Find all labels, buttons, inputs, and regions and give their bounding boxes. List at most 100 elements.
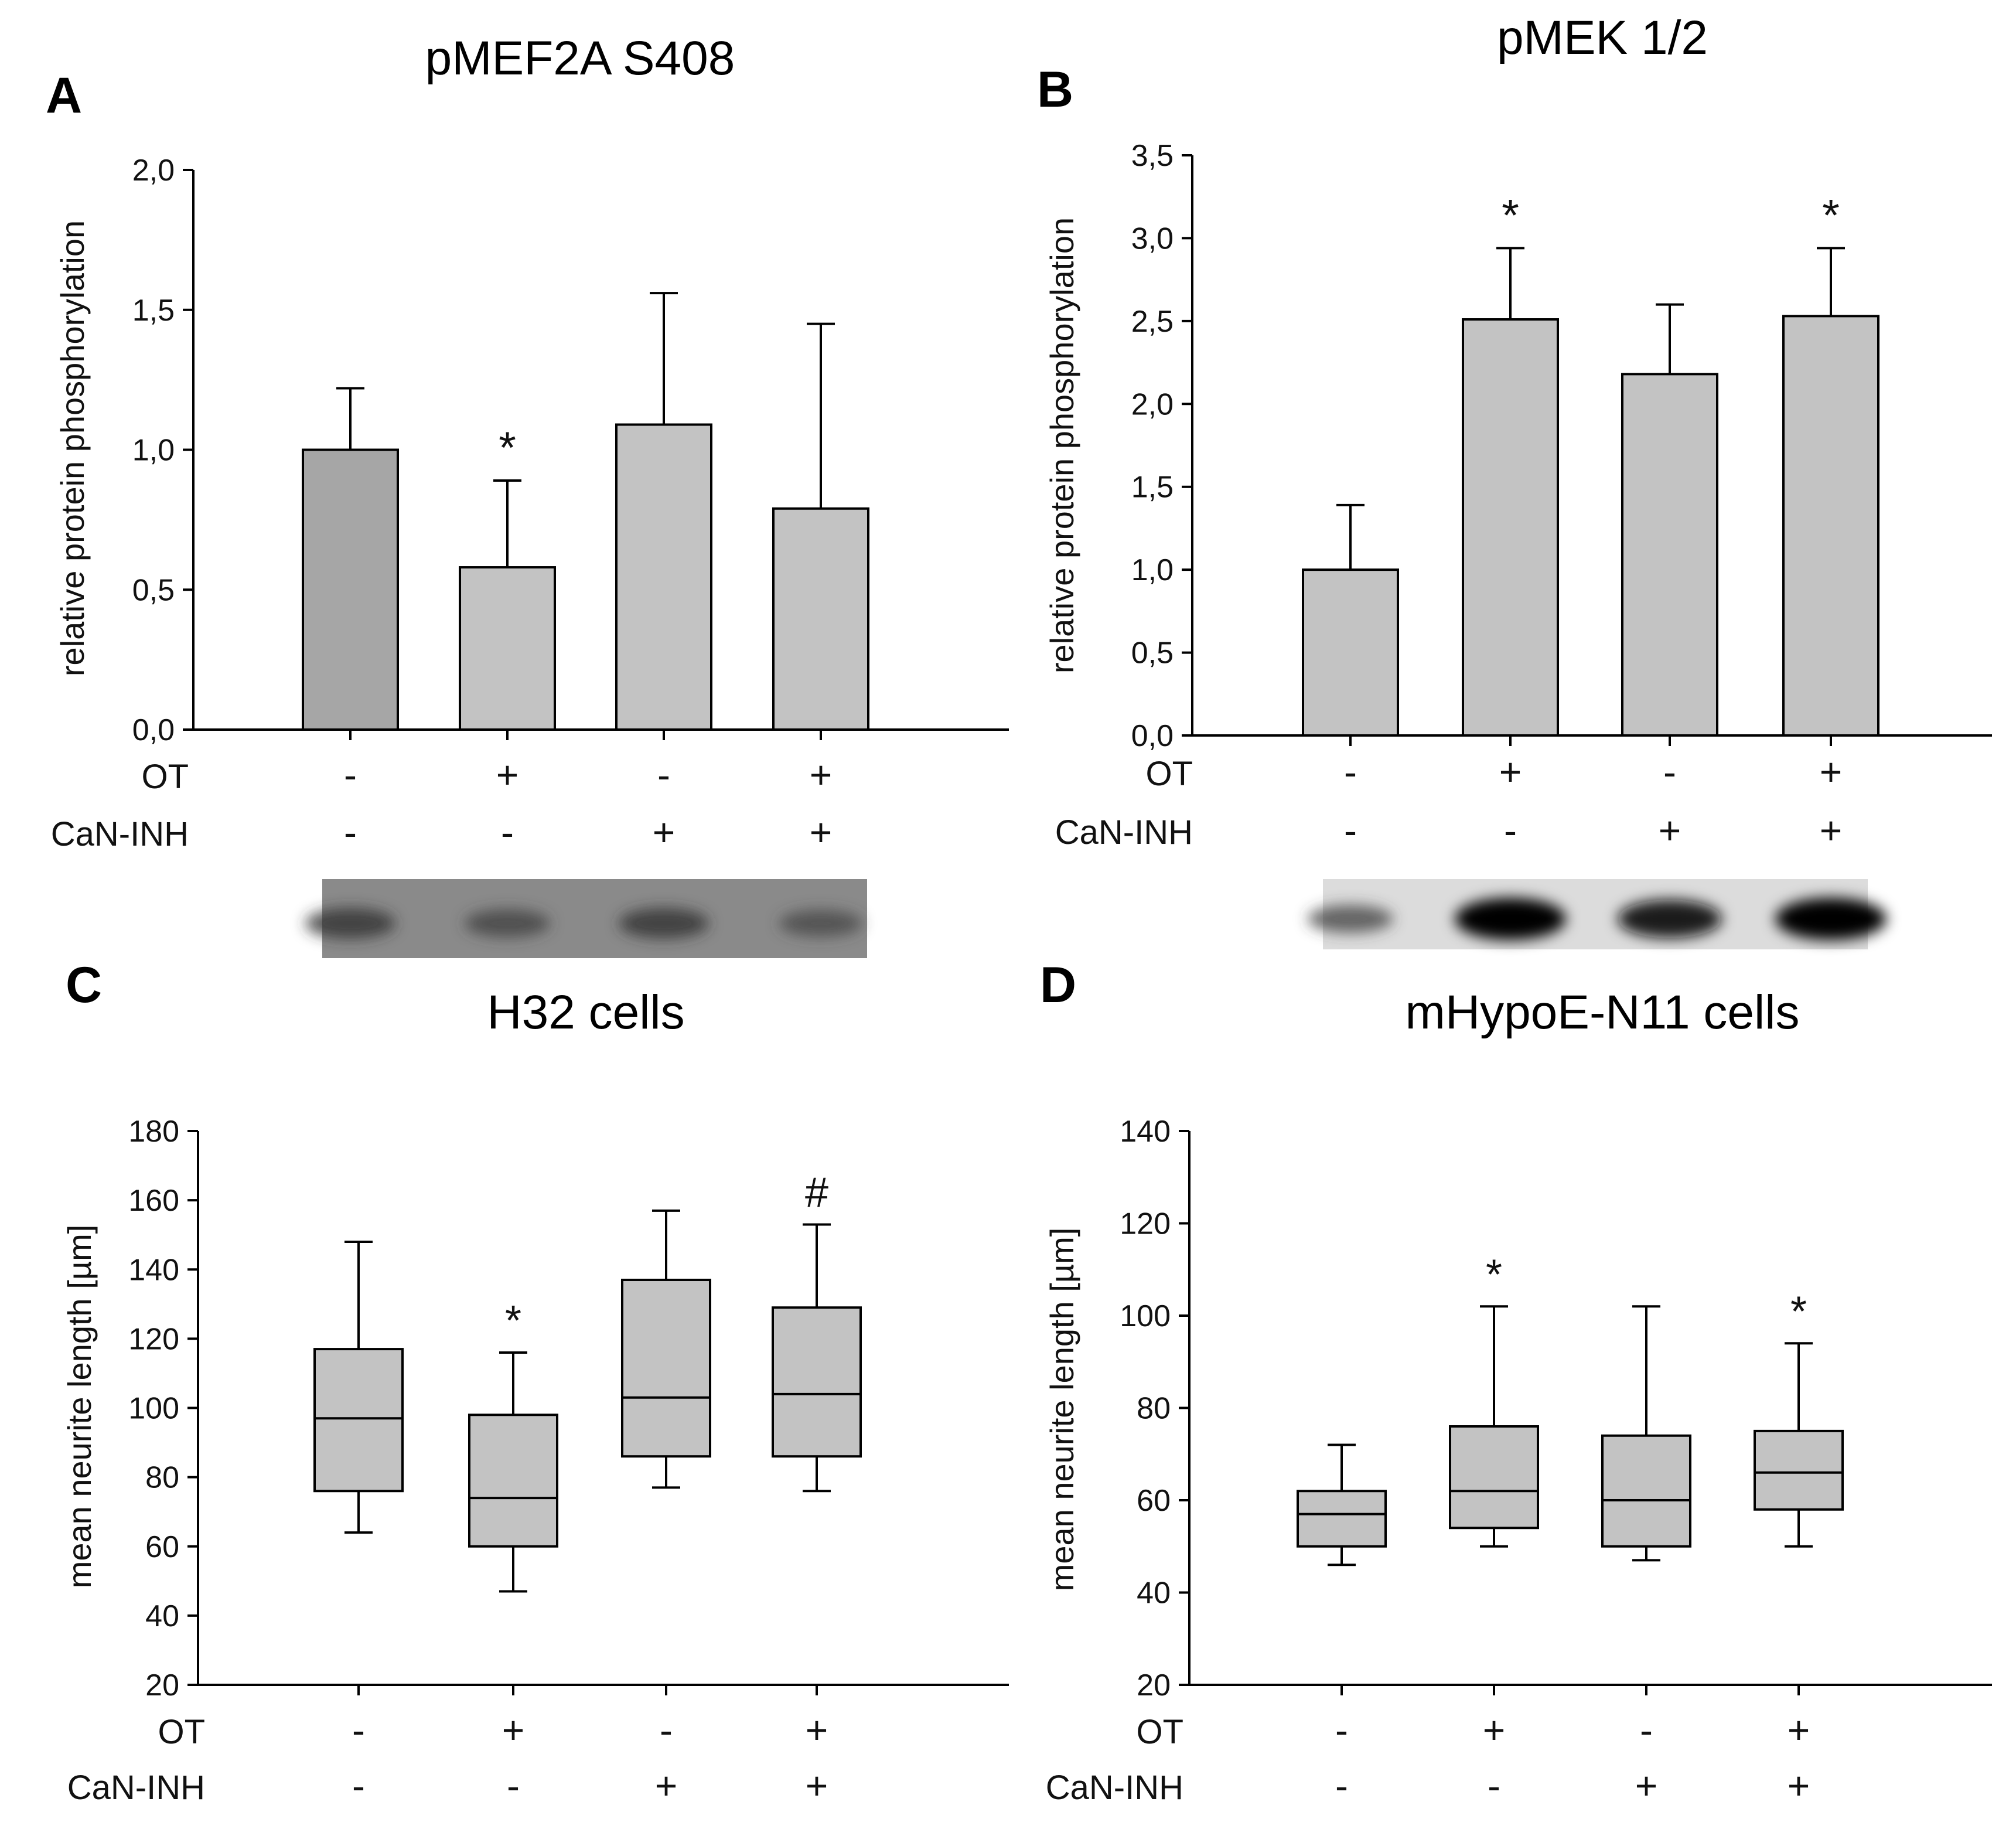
condition-sign: + <box>653 810 676 854</box>
significance-marker: # <box>805 1169 828 1216</box>
blot-band <box>1775 898 1887 940</box>
y-tick-label: 2,5 <box>1131 305 1174 339</box>
condition-sign: - <box>1335 1764 1348 1807</box>
condition-sign: + <box>1788 1708 1810 1752</box>
condition-label: OT <box>158 1713 205 1751</box>
box <box>1449 1425 1539 1530</box>
condition-sign: + <box>1659 809 1681 852</box>
panel-letter: C <box>66 957 102 1013</box>
condition-sign: - <box>1663 750 1676 793</box>
blot-band <box>779 910 862 937</box>
y-tick-label: 3,5 <box>1131 139 1174 173</box>
condition-sign: - <box>1504 809 1517 852</box>
condition-sign: - <box>352 1708 365 1752</box>
panel-title: mHypoE-N11 cells <box>1406 986 1800 1039</box>
blot-band <box>465 909 550 938</box>
y-axis-label: mean neurite length [µm] <box>61 1225 98 1589</box>
y-tick-label: 2,0 <box>1131 387 1174 421</box>
condition-label: CaN-INH <box>51 815 189 853</box>
y-tick-label: 40 <box>1137 1576 1171 1610</box>
bar <box>459 566 556 731</box>
y-tick-label: 180 <box>128 1115 179 1149</box>
western-blot <box>305 879 867 958</box>
condition-sign: - <box>501 810 514 854</box>
condition-sign: - <box>1640 1708 1653 1752</box>
significance-marker: * <box>1486 1251 1502 1298</box>
blot-band <box>619 908 709 939</box>
condition-sign: + <box>806 1708 828 1752</box>
y-axis-label: mean neurite length [µm] <box>1043 1228 1080 1592</box>
significance-marker: * <box>499 423 516 473</box>
y-tick-label: 2,0 <box>132 154 175 188</box>
condition-sign: + <box>810 810 833 854</box>
y-tick-label: 160 <box>128 1184 179 1218</box>
blot-bands <box>1308 898 1887 940</box>
blot-band <box>1308 905 1393 933</box>
condition-sign: - <box>507 1764 520 1807</box>
condition-label: OT <box>141 758 189 796</box>
box <box>1601 1434 1691 1548</box>
bar <box>772 507 869 731</box>
y-tick-label: 120 <box>1120 1207 1171 1241</box>
y-tick-label: 140 <box>128 1253 179 1287</box>
y-tick-label: 0,0 <box>132 713 175 747</box>
panel-title: H32 cells <box>487 986 684 1039</box>
blot-bands <box>305 908 862 939</box>
box <box>468 1414 558 1548</box>
condition-sign: + <box>1635 1764 1658 1807</box>
y-tick-label: 60 <box>145 1530 179 1564</box>
blot-band <box>1618 900 1722 938</box>
box <box>313 1348 404 1493</box>
condition-sign: + <box>810 753 833 796</box>
y-tick-label: 0,5 <box>1131 636 1174 670</box>
condition-sign: - <box>1335 1708 1348 1752</box>
condition-sign: + <box>655 1764 678 1807</box>
panel-letter: A <box>46 67 82 124</box>
condition-sign: - <box>344 753 357 796</box>
y-tick-label: 1,0 <box>132 434 175 468</box>
y-tick-label: 140 <box>1120 1115 1171 1149</box>
box <box>1297 1490 1387 1548</box>
y-tick-label: 20 <box>1137 1668 1171 1702</box>
panel-c: C H32 cells 20 40 60 80 100 120 140 160 180 mean ne… <box>61 957 1009 1807</box>
y-tick-label: 120 <box>128 1322 179 1356</box>
blot-band <box>305 908 395 939</box>
condition-sign: - <box>1344 809 1357 852</box>
bar <box>1302 568 1399 737</box>
y-tick-label: 80 <box>1137 1392 1171 1426</box>
condition-sign: + <box>1483 1708 1506 1752</box>
y-axis-label: relative protein phosphorylation <box>1043 217 1080 673</box>
bar <box>615 423 712 731</box>
condition-sign: + <box>496 753 519 796</box>
box <box>1754 1429 1844 1511</box>
condition-sign: - <box>657 753 670 796</box>
y-tick-label: 80 <box>145 1461 179 1495</box>
significance-marker: * <box>1822 190 1840 240</box>
condition-label: CaN-INH <box>67 1769 205 1807</box>
condition-sign: + <box>1820 750 1843 793</box>
condition-label: OT <box>1136 1713 1183 1751</box>
y-tick-label: 100 <box>1120 1299 1171 1333</box>
y-tick-label: 1,0 <box>1131 553 1174 587</box>
condition-sign: + <box>502 1708 525 1752</box>
box <box>772 1306 862 1458</box>
condition-label: CaN-INH <box>1055 813 1193 852</box>
condition-sign: - <box>344 810 357 854</box>
condition-label: OT <box>1145 755 1193 793</box>
condition-sign: + <box>1820 809 1843 852</box>
significance-marker: * <box>1502 190 1519 240</box>
condition-sign: - <box>1344 750 1357 793</box>
blot-background <box>322 879 867 958</box>
bar <box>1782 315 1879 737</box>
condition-sign: - <box>660 1708 673 1752</box>
y-tick-label: 3,0 <box>1131 222 1174 256</box>
condition-label: CaN-INH <box>1046 1769 1183 1807</box>
condition-sign: - <box>352 1764 365 1807</box>
panel-title: pMEK 1/2 <box>1497 11 1708 64</box>
y-tick-label: 40 <box>145 1599 179 1633</box>
significance-marker: * <box>1790 1288 1807 1335</box>
